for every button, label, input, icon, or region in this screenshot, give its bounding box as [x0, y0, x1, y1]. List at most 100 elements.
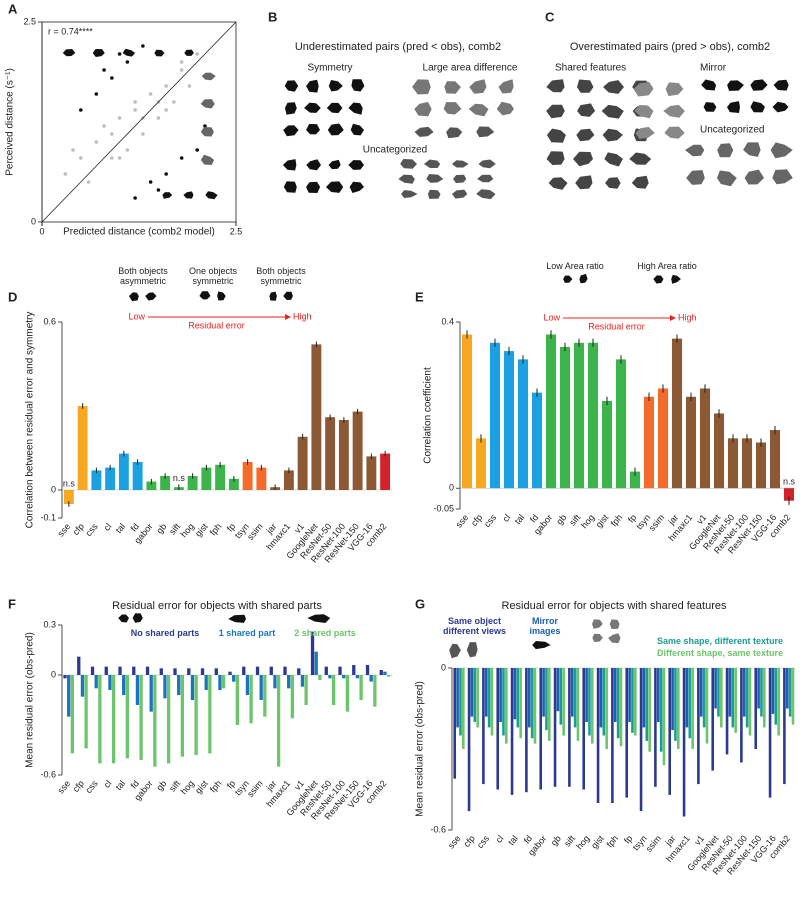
panel-label: B [268, 9, 277, 24]
icon [577, 103, 596, 117]
bar [713, 413, 725, 489]
point [133, 108, 137, 112]
icon [772, 101, 789, 113]
icon [629, 152, 652, 165]
icon [306, 79, 319, 93]
icon [199, 291, 211, 300]
bar [365, 665, 370, 675]
point [148, 180, 153, 184]
bar [338, 666, 342, 675]
icon [717, 170, 737, 187]
x-tick-label: ssim [647, 512, 667, 533]
icon [154, 49, 165, 57]
icon [546, 151, 565, 165]
point [110, 156, 114, 160]
y-tick-label: 0 [31, 216, 36, 226]
icon [228, 614, 246, 623]
icon [663, 104, 685, 118]
bar [259, 675, 263, 700]
icon [205, 191, 218, 200]
bar [369, 675, 373, 682]
legend-label: 2 shared parts [294, 628, 356, 638]
x-tick-label: gist [594, 512, 611, 530]
bar [352, 665, 356, 675]
icon [703, 102, 717, 112]
legend-label-text: No shared parts [130, 628, 200, 638]
bar [510, 668, 514, 795]
icon [468, 103, 489, 117]
icon [466, 642, 478, 658]
bar [177, 675, 181, 695]
x-tick-label: ssim [644, 833, 664, 854]
x-tick-label: cfp [71, 521, 86, 537]
icon [671, 275, 681, 284]
bar [104, 666, 108, 675]
icon [548, 177, 568, 190]
icon [132, 613, 143, 623]
point [187, 84, 192, 88]
bar [642, 668, 646, 728]
bar [228, 478, 239, 490]
bar [559, 668, 563, 725]
bar [562, 668, 565, 736]
bar [345, 675, 350, 712]
bar [461, 334, 473, 489]
bar [643, 396, 655, 489]
bar [482, 668, 485, 785]
header-label: One objects symmetric [189, 266, 237, 286]
bar [153, 675, 157, 767]
icon [770, 142, 793, 159]
bar [255, 666, 260, 675]
y-tick-label: 0 [51, 669, 56, 679]
bar [146, 481, 157, 490]
point [125, 60, 130, 64]
x-tick-label: css [482, 512, 499, 529]
icon [200, 99, 215, 109]
bar [373, 675, 377, 707]
icon [427, 189, 441, 199]
bar [769, 430, 781, 489]
bar [685, 668, 689, 728]
icon [496, 101, 514, 116]
icon [664, 126, 685, 139]
bar [159, 668, 163, 675]
bar [503, 351, 515, 489]
bar [734, 668, 737, 733]
icon [414, 126, 434, 137]
icon [453, 174, 467, 184]
bar [757, 668, 760, 709]
bar [545, 334, 557, 489]
arrow-head [285, 314, 291, 320]
bar [287, 675, 291, 689]
bar [516, 668, 520, 728]
bar [728, 668, 732, 717]
icon [634, 105, 654, 119]
point [141, 132, 145, 136]
bar [657, 388, 669, 489]
y-axis-label: Correlation between residual error and s… [25, 312, 36, 529]
bar [785, 668, 789, 709]
header-label: Both objects symmetric [256, 266, 306, 286]
bar [145, 666, 150, 675]
icon [592, 633, 603, 642]
bar [67, 675, 71, 717]
bar [297, 436, 308, 490]
bar [304, 675, 308, 705]
arrow-label: Residual error [188, 320, 245, 330]
x-tick-label: hog [574, 833, 591, 851]
bar [754, 668, 758, 749]
bar [711, 668, 715, 771]
panel-label: D [8, 289, 17, 304]
legend-label: Mirror images [529, 616, 560, 636]
y-tick-label: -0.6 [430, 824, 446, 834]
bar [489, 342, 501, 489]
bar [505, 668, 508, 744]
bar [677, 668, 680, 749]
icon [653, 275, 664, 284]
bar [221, 675, 226, 689]
bar [625, 668, 629, 798]
bar [573, 342, 585, 489]
bar [94, 675, 98, 689]
y-axis-label: Perceived distance (s⁻¹) [5, 68, 16, 176]
bar [324, 666, 328, 675]
